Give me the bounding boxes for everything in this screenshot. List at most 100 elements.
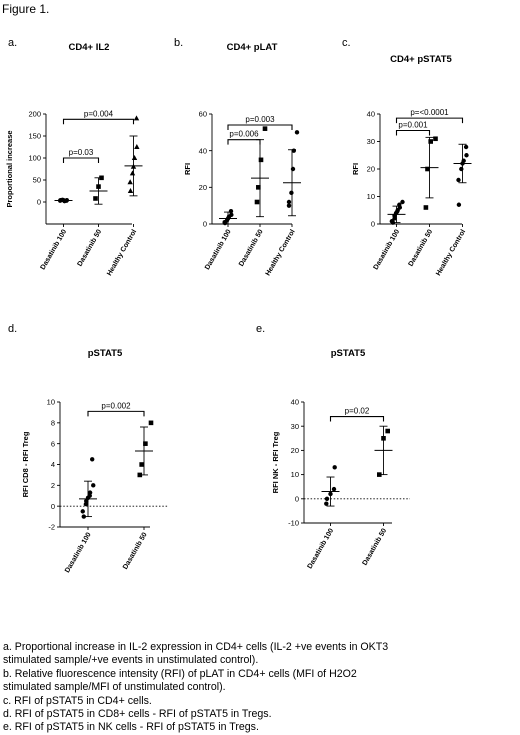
p-value-label: p=0.02 [345,407,370,416]
y-tick-label: 0 [371,220,375,229]
figure-legend: a. Proportional increase in IL-2 express… [3,641,518,735]
y-tick-label: 40 [291,398,299,407]
significance-bracket [227,139,261,145]
data-point-square [93,196,98,201]
data-point-square [258,157,264,163]
chart-title: pSTAT5 [331,348,366,359]
y-tick-label: 30 [367,137,375,146]
x-category-label: Dasatinib 50 [122,531,149,570]
significance-bracket [87,410,145,417]
x-category-label: Dasatinib 50 [362,527,389,566]
y-tick-label: -2 [48,523,55,532]
data-point-square [423,205,429,210]
panel-a: a. CD4+ IL2 0 50 100 150 200 Proportional incre… [5,37,143,277]
y-tick-label: 10 [47,398,55,407]
significance-bracket [329,415,385,422]
x-category-label: Healthy Control [265,228,297,277]
legend-line: c. RFI of pSTAT5 in CD4+ cells. [3,694,152,707]
x-category-label: Healthy Control [106,228,138,277]
chart-title: pSTAT5 [88,348,123,359]
chart-title: CD4+ IL2 [69,42,110,53]
data-point-square [262,126,268,131]
data-point-triangle [133,115,140,121]
data-point-circle [91,483,96,488]
y-axis-label: RFI NK - RFI Treg [271,431,280,493]
panel-letter: b. [174,37,183,49]
x-category-label: Dasatinib 100 [40,228,69,271]
legend-line: stimulated sample/MFI of unstimulated co… [3,681,226,694]
data-point-circle [90,457,95,462]
p-value-label: p=<0.0001 [410,108,449,117]
data-point-triangle [129,170,136,176]
data-point-triangle [134,144,140,149]
y-tick-label: 50 [33,176,41,185]
panel-letter: a. [8,37,17,49]
y-axis-label: Proportional increase [5,130,14,207]
y-tick-label: 20 [199,183,207,192]
data-point-square [425,166,430,172]
y-tick-label: 20 [367,165,375,174]
data-point-circle [294,130,300,135]
legend-line: b. Relative fluorescence intensity (RFI)… [3,667,357,680]
y-tick-label: 200 [28,110,41,119]
data-point-circle [464,153,469,158]
x-category-label: Dasatinib 100 [64,531,93,574]
x-category-label: Healthy Control [435,228,467,277]
p-value-label: p=0.003 [245,115,275,124]
data-point-square [433,136,438,142]
data-point-circle [331,486,337,492]
data-point-circle [286,199,292,205]
y-tick-label: 0 [37,198,41,207]
data-point-square [148,420,154,426]
data-point-circle [228,208,234,214]
y-axis-label: RFI [351,163,360,175]
y-tick-label: 0 [295,494,299,503]
data-point-square [385,428,390,434]
y-tick-label: -10 [288,519,299,528]
chart-title: CD4+ pLAT [227,42,278,53]
data-point-circle [80,509,85,514]
y-tick-label: 40 [367,110,375,119]
data-point-circle [289,190,294,196]
legend-line: d. RFI of pSTAT5 in CD8+ cells - RFI of … [3,708,272,721]
data-point-circle [286,203,292,208]
data-point-circle [332,465,337,470]
p-value-label: p=0.03 [69,148,94,157]
data-point-circle [456,177,461,183]
data-point-circle [229,212,234,218]
data-point-square [139,462,144,467]
significance-bracket [227,124,293,130]
p-value-label: p=0.004 [84,109,114,118]
significance-bracket [395,117,464,124]
panel-d: d. pSTAT5 -2 0 2 4 6 8 10 RFI CD8 - RFI Treg Dasat… [8,323,168,574]
data-point-circle [456,202,462,207]
y-tick-label: 4 [51,460,55,469]
data-point-square [143,441,148,446]
y-axis-label: RFI CD8 - RFI Treg [21,431,30,497]
y-tick-label: 8 [51,418,55,427]
data-point-triangle [127,188,134,193]
y-tick-label: 6 [51,439,55,448]
legend-line: e. RFI of pSTAT5 in NK cells - RFI of pS… [3,721,259,734]
data-point-triangle [127,179,133,185]
significance-bracket [62,157,100,163]
y-tick-label: 0 [51,502,55,511]
y-tick-label: 10 [367,192,375,201]
y-tick-label: 100 [28,154,41,163]
x-category-label: Dasatinib 50 [238,228,265,267]
y-tick-label: 30 [291,422,299,431]
x-category-label: Dasatinib 50 [408,228,435,267]
y-tick-label: 40 [199,146,207,155]
significance-bracket [62,118,135,125]
data-point-circle [324,501,329,506]
data-point-circle [463,144,469,150]
data-point-triangle [131,155,138,160]
figure-title: Figure 1. [2,2,50,16]
panel-b: b. CD4+ pLAT 0 20 40 60 RFI Dasatinib 100 Dasati… [174,37,301,277]
data-point-circle [81,514,87,519]
legend-line: stimulated sample/+ve events in unstimul… [3,654,259,667]
data-point-square [377,472,382,477]
data-point-circle [400,199,405,205]
data-point-square [256,185,261,190]
panel-letter: d. [8,323,17,335]
